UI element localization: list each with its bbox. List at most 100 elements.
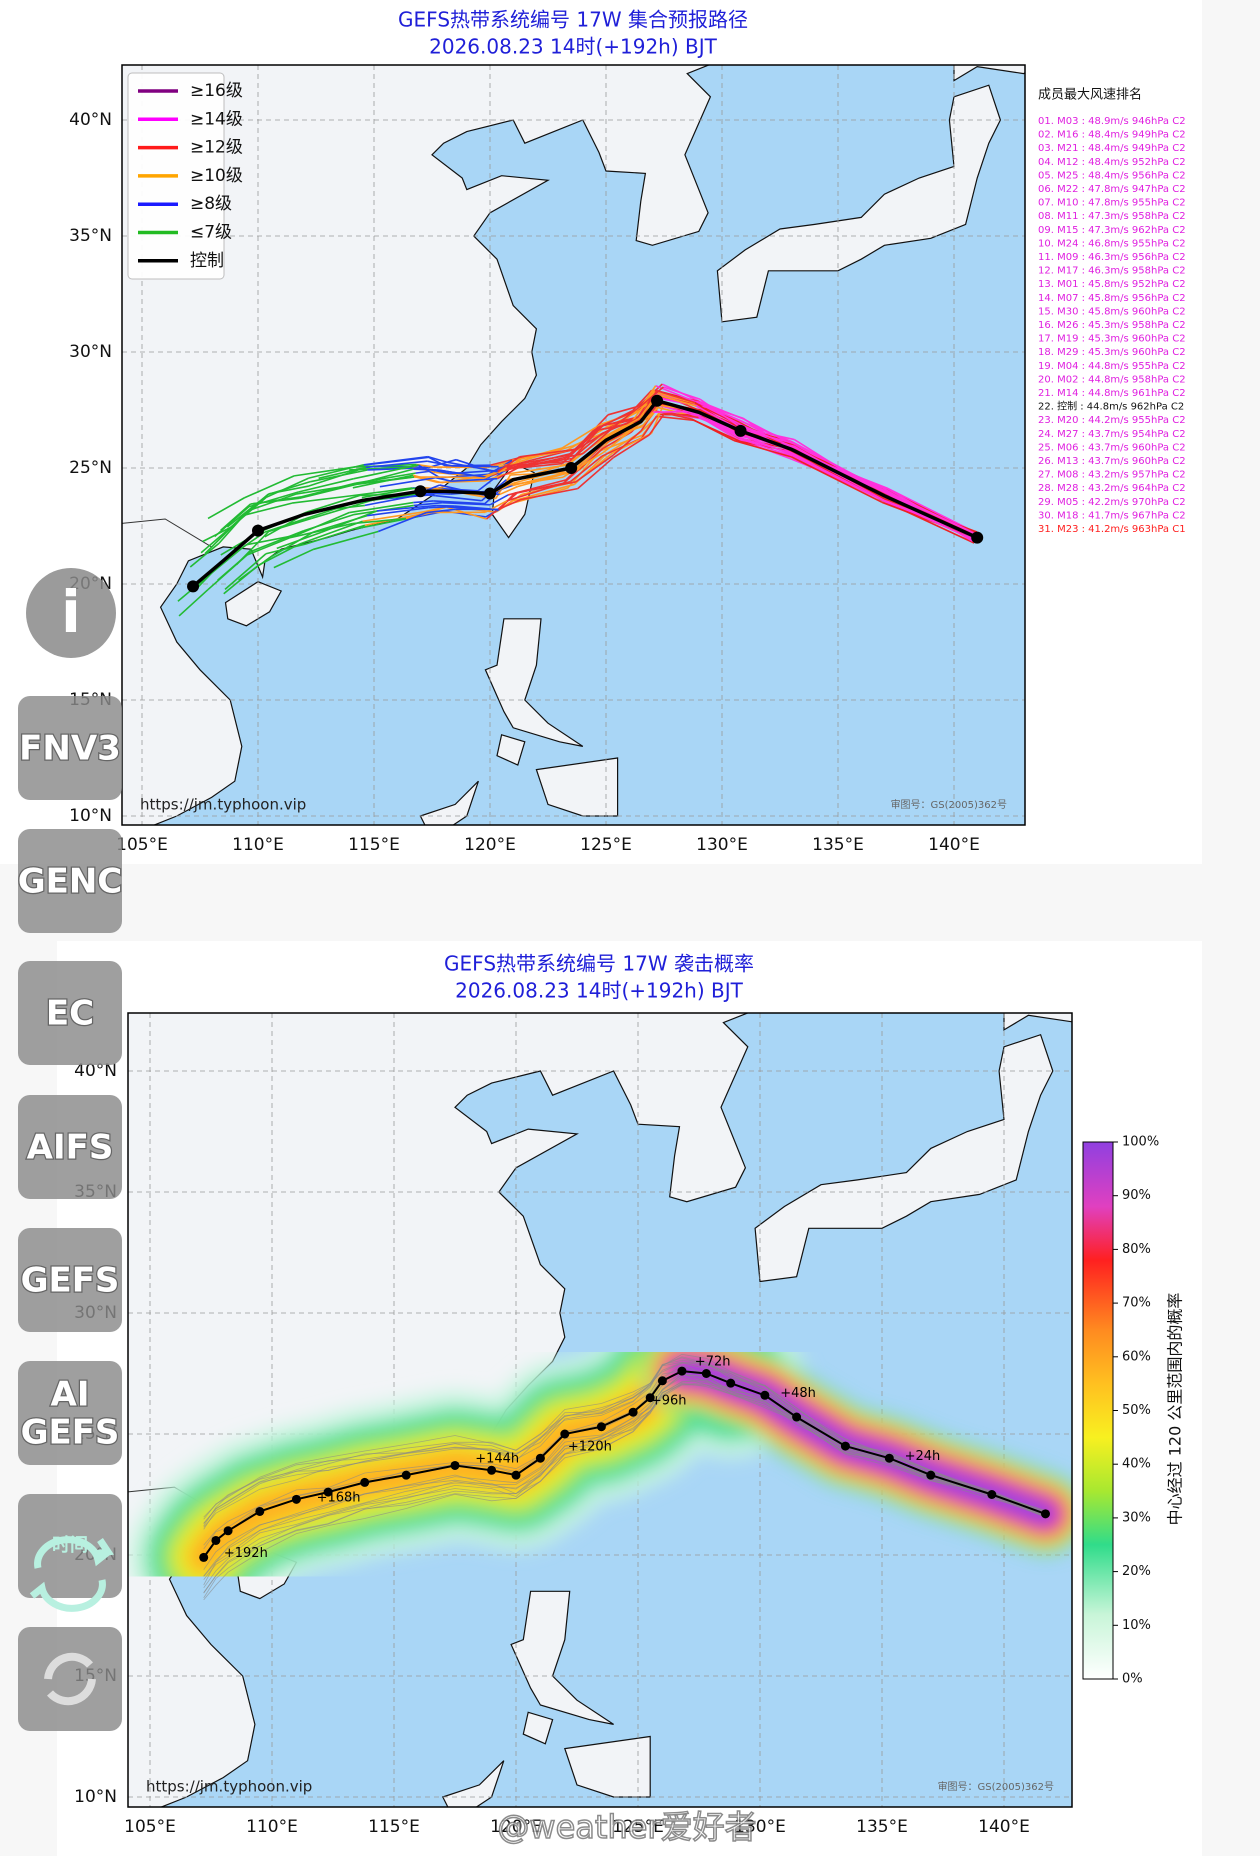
member-track xyxy=(435,476,452,482)
ranking-item: 20. M02 : 44.8m/s 958hPa C2 xyxy=(1038,374,1186,385)
model-button[interactable] xyxy=(18,1361,122,1465)
model-button[interactable] xyxy=(18,829,122,933)
member-track xyxy=(433,500,485,505)
land xyxy=(564,1735,651,1798)
ranking-item: 11. M09 : 46.3m/s 956hPa C2 xyxy=(1038,252,1186,263)
member-track xyxy=(203,1383,1046,1594)
member-track xyxy=(202,526,233,543)
map: 40°N35°N30°N25°N20°N15°N10°N105°E110°E11… xyxy=(69,64,1026,855)
member-track xyxy=(377,511,427,533)
lat-label: 25°N xyxy=(69,458,112,478)
lat-label: 10°N xyxy=(69,806,112,826)
member-track xyxy=(376,504,437,512)
colorbar-label: 0% xyxy=(1122,1672,1143,1687)
time-button[interactable] xyxy=(18,1494,122,1598)
ranking-item: 10. M24 : 46.8m/s 955hPa C2 xyxy=(1038,238,1186,249)
colorbar-label: 90% xyxy=(1122,1188,1151,1203)
ranking-item: 07. M10 : 47.8m/s 955hPa C2 xyxy=(1038,198,1186,209)
ranking-item: 22. 控制 : 44.8m/s 962hPa C2 xyxy=(1038,400,1184,413)
model-button[interactable] xyxy=(18,961,122,1065)
member-track xyxy=(699,402,744,423)
colorbar-label: 20% xyxy=(1122,1564,1151,1579)
member-track xyxy=(498,498,522,511)
lon-label: 140°E xyxy=(978,1817,1030,1837)
legend-label: ≥12级 xyxy=(190,138,243,158)
member-track xyxy=(452,465,499,468)
map-frame xyxy=(127,1012,1073,1808)
refresh-button[interactable] xyxy=(18,1627,122,1731)
member-track xyxy=(203,1357,1046,1518)
ranking-item: 05. M25 : 48.4m/s 956hPa C2 xyxy=(1038,170,1186,181)
track-point xyxy=(628,1407,638,1417)
member-track xyxy=(561,423,602,449)
track-point xyxy=(840,1441,850,1451)
member-track xyxy=(299,520,363,545)
member-track xyxy=(313,514,368,533)
lon-label: 115°E xyxy=(348,835,400,855)
member-track xyxy=(246,537,290,556)
border xyxy=(122,518,212,548)
member-track xyxy=(790,445,887,495)
lat-label: 35°N xyxy=(69,226,112,246)
member-track xyxy=(203,1356,1046,1527)
ranking-item: 25. M06 : 43.7m/s 960hPa C2 xyxy=(1038,442,1186,453)
track-point xyxy=(760,1390,770,1400)
info-button[interactable] xyxy=(26,568,116,658)
button-label: GEFS xyxy=(21,1261,120,1301)
ranking-item: 26. M13 : 43.7m/s 960hPa C2 xyxy=(1038,456,1186,467)
track-point xyxy=(323,1487,333,1497)
member-track xyxy=(311,498,375,520)
track-point xyxy=(726,1378,736,1388)
member-track xyxy=(606,417,640,438)
member-track xyxy=(656,390,696,404)
legend-label: 控制 xyxy=(190,251,224,271)
member-track xyxy=(367,467,422,471)
member-track xyxy=(207,554,248,591)
land xyxy=(522,1711,554,1745)
model-button[interactable] xyxy=(18,1095,122,1199)
member-track xyxy=(231,496,267,528)
land xyxy=(716,84,1002,323)
member-track xyxy=(490,457,519,466)
member-track xyxy=(499,485,519,496)
model-button[interactable] xyxy=(18,1228,122,1332)
member-track xyxy=(203,1353,1046,1520)
member-track xyxy=(427,492,451,495)
member-track xyxy=(250,530,304,553)
legend-label: ≥8级 xyxy=(190,194,232,214)
model-button[interactable] xyxy=(18,696,122,800)
member-track xyxy=(379,476,436,488)
track-point xyxy=(414,485,427,498)
member-track xyxy=(413,468,437,471)
member-track xyxy=(484,500,508,513)
member-track xyxy=(366,506,429,517)
ranking-title: 成员最大风速排名 xyxy=(1038,87,1142,103)
member-track xyxy=(352,517,407,525)
member-track xyxy=(298,477,354,493)
member-track xyxy=(575,454,614,483)
member-track xyxy=(214,506,250,538)
lon-label: 115°E xyxy=(368,1817,420,1837)
colorbar-label: 10% xyxy=(1122,1618,1151,1633)
track-label: +96h xyxy=(651,1393,687,1408)
subtitle: 2026.08.23 14时(+192h) BJT xyxy=(429,35,718,59)
map-number: 审图号：GS(2005)362号 xyxy=(938,1780,1054,1793)
track-point xyxy=(360,1477,370,1487)
member-track xyxy=(496,466,519,480)
track-point xyxy=(987,1490,997,1499)
member-track xyxy=(207,497,245,520)
member-track xyxy=(612,434,650,459)
member-track xyxy=(203,1381,1046,1593)
button-label: GENC xyxy=(18,862,123,902)
button-label: AI xyxy=(51,1375,90,1415)
watermark: @weather爱好者 xyxy=(497,1808,756,1846)
ranking-item: 04. M12 : 48.4m/s 952hPa C2 xyxy=(1038,157,1186,168)
member-track xyxy=(209,544,247,576)
member-track xyxy=(699,398,743,429)
legend-label: ≤7级 xyxy=(190,223,232,243)
member-track xyxy=(428,506,447,509)
lon-label: 130°E xyxy=(734,1817,786,1837)
member-track xyxy=(243,502,293,517)
ranking-item: 09. M15 : 47.3m/s 962hPa C2 xyxy=(1038,225,1186,236)
member-track xyxy=(451,477,498,482)
